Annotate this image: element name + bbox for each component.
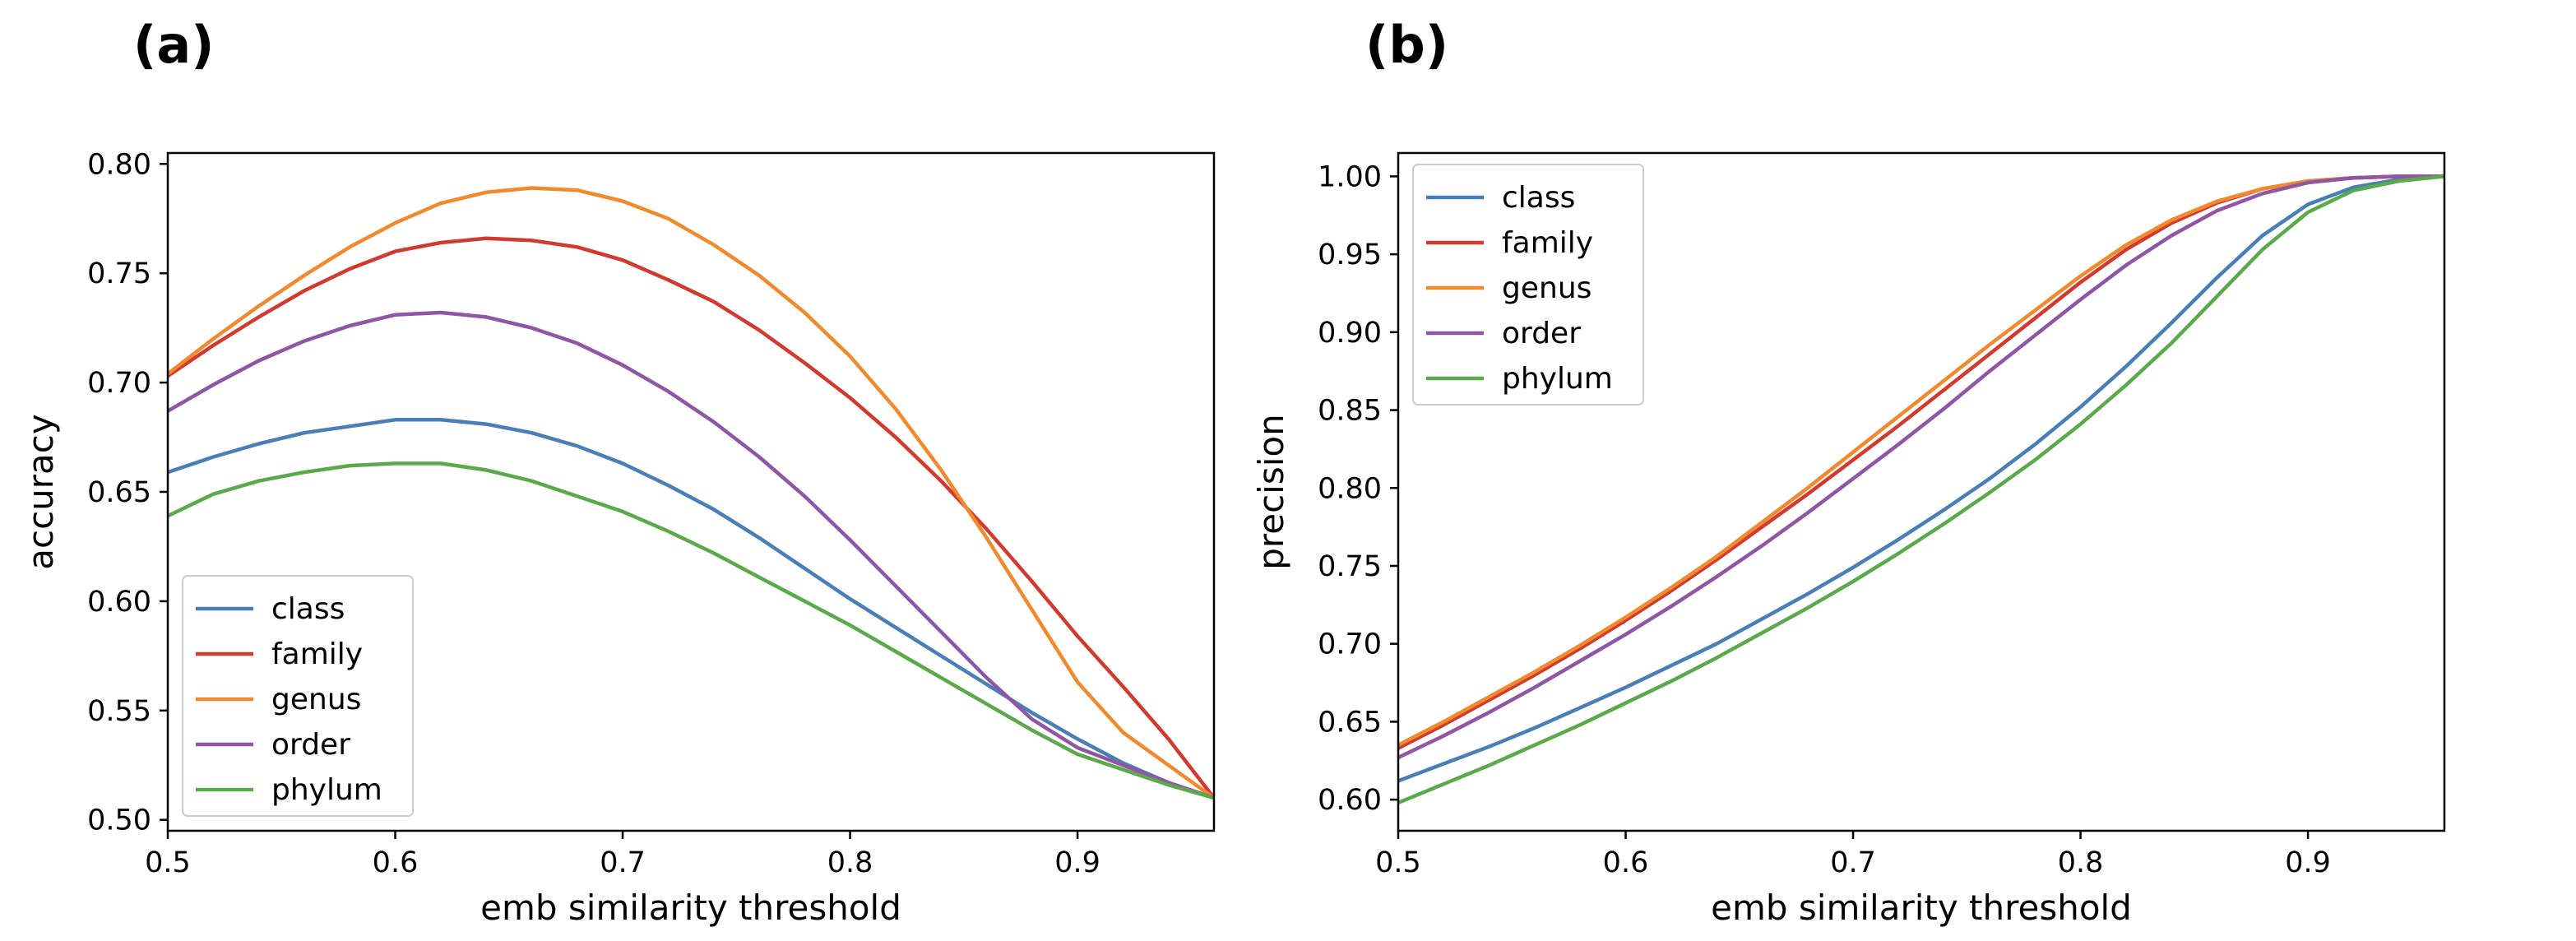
legend-label-phylum: phylum <box>271 773 382 807</box>
legend: class family genus order phylum <box>182 575 414 817</box>
series-line-phylum <box>168 461 1214 800</box>
y-tick-label: 0.65 <box>1318 706 1382 739</box>
x-tick-label: 0.7 <box>600 846 646 879</box>
legend-label-class: class <box>1502 181 1575 215</box>
series-line-family <box>168 236 1214 800</box>
chart-a-accuracy: 0.5 0.6 0.7 0.8 0.9 0.50 0.55 0.60 0.65 0.70 0.75 0… <box>21 148 1216 928</box>
y-tick-label: 0.70 <box>1318 628 1382 661</box>
x-axis-label: emb similarity threshold <box>480 888 901 928</box>
legend-label-order: order <box>271 728 350 762</box>
x-tick-label: 0.8 <box>827 846 873 879</box>
y-tick-label: 1.00 <box>1318 160 1382 193</box>
legend-label-family: family <box>1502 226 1593 260</box>
y-tick-label: 0.60 <box>87 586 151 619</box>
y-tick-label: 0.80 <box>1318 472 1382 505</box>
legend-box <box>182 575 414 817</box>
x-tick-label: 0.5 <box>145 846 191 879</box>
series-lines <box>168 186 1214 800</box>
legend: class family genus order phylum <box>1412 164 1644 406</box>
series-line-phylum <box>1398 174 2444 805</box>
series-line-class <box>1398 174 2444 783</box>
x-tick-label: 0.7 <box>1830 846 1876 879</box>
x-axis-label: emb similarity threshold <box>1711 888 2132 928</box>
y-tick-label: 0.50 <box>87 804 151 837</box>
x-tick-label: 0.9 <box>2285 846 2331 879</box>
x-tick-label: 0.9 <box>1054 846 1100 879</box>
y-tick-label: 0.80 <box>87 148 151 181</box>
series-line-order <box>1398 174 2444 760</box>
series-line-genus <box>168 186 1214 800</box>
series-line-class <box>168 418 1214 800</box>
y-tick-label: 0.75 <box>87 257 151 290</box>
x-tick-label: 0.6 <box>373 846 419 879</box>
panel-label-b: (b) <box>1365 15 1449 75</box>
axes-frame <box>1397 151 2446 832</box>
y-tick-label: 0.70 <box>87 367 151 400</box>
chart-b-precision: 0.5 0.6 0.7 0.8 0.9 0.60 0.65 0.70 0.75 0.80 0.85 0… <box>1251 151 2446 928</box>
legend-label-order: order <box>1502 317 1581 350</box>
series-line-order <box>168 310 1214 800</box>
y-tick-label: 0.60 <box>1318 784 1382 817</box>
legend-label-family: family <box>271 637 363 671</box>
series-lines <box>1398 174 2444 805</box>
legend-label-genus: genus <box>271 683 361 716</box>
y-tick-label: 0.75 <box>1318 550 1382 583</box>
y-tick-label: 0.55 <box>87 695 151 728</box>
legend-label-class: class <box>271 592 345 626</box>
series-line-genus <box>1398 174 2444 748</box>
y-tick-label: 0.90 <box>1318 317 1382 350</box>
y-tick-label: 0.95 <box>1318 239 1382 271</box>
panel-label-a: (a) <box>133 15 215 75</box>
legend-label-phylum: phylum <box>1502 362 1613 396</box>
legend-box <box>1412 164 1644 406</box>
y-tick-label: 0.65 <box>87 476 151 509</box>
x-tick-label: 0.5 <box>1375 846 1421 879</box>
y-tick-label: 0.85 <box>1318 395 1382 428</box>
x-tick-label: 0.6 <box>1603 846 1649 879</box>
y-axis-label: precision <box>1251 414 1291 569</box>
legend-label-genus: genus <box>1502 271 1591 305</box>
y-axis-label: accuracy <box>21 414 61 570</box>
x-tick-label: 0.8 <box>2058 846 2104 879</box>
